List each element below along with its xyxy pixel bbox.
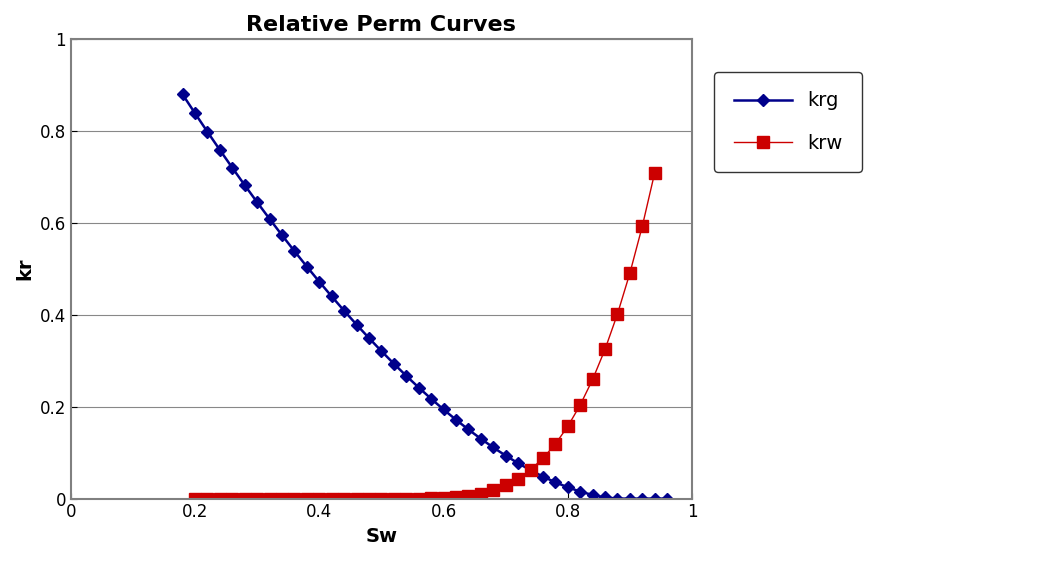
krw — [463, 493, 475, 499]
krg — [176, 91, 189, 98]
krw — [612, 311, 624, 318]
krg — [363, 335, 376, 342]
krg — [251, 199, 263, 206]
krw — [487, 487, 499, 494]
krw — [574, 402, 586, 408]
krg — [276, 232, 288, 238]
krg — [400, 373, 412, 379]
Line: krw: krw — [190, 167, 660, 504]
krg — [612, 495, 624, 502]
krg — [263, 215, 276, 222]
krg — [599, 494, 612, 501]
krg — [376, 348, 388, 355]
X-axis label: Sw: Sw — [365, 527, 398, 546]
krg — [661, 495, 673, 502]
krg — [623, 495, 636, 502]
Title: Relative Perm Curves: Relative Perm Curves — [247, 15, 516, 35]
krw — [474, 490, 487, 497]
krg — [561, 484, 574, 491]
Y-axis label: kr: kr — [15, 257, 34, 280]
krg — [474, 435, 487, 442]
krw — [201, 495, 214, 502]
krw — [238, 495, 251, 502]
krg — [301, 263, 314, 270]
krg — [574, 488, 586, 495]
krg — [201, 128, 214, 135]
krw — [387, 495, 400, 502]
krg — [288, 248, 301, 255]
krw — [586, 376, 599, 383]
krg — [524, 467, 537, 473]
krw — [301, 495, 314, 502]
krw — [251, 495, 263, 502]
krw — [189, 495, 201, 502]
krw — [561, 423, 574, 430]
krw — [325, 495, 338, 502]
krg — [648, 495, 661, 502]
krg — [437, 406, 450, 413]
krw — [599, 346, 612, 353]
krg — [549, 479, 561, 486]
krw — [288, 495, 301, 502]
krw — [226, 495, 238, 502]
krw — [437, 495, 450, 502]
krg — [537, 473, 550, 480]
Legend: krg, krw: krg, krw — [714, 72, 862, 172]
krg — [350, 321, 363, 328]
krg — [586, 491, 599, 498]
krg — [425, 396, 437, 402]
krw — [537, 455, 550, 462]
krg — [189, 110, 201, 117]
krg — [338, 307, 350, 314]
krw — [263, 495, 276, 502]
krg — [636, 495, 648, 502]
krw — [313, 495, 325, 502]
krw — [276, 495, 288, 502]
krg — [226, 164, 238, 171]
krw — [338, 495, 350, 502]
krg — [499, 452, 512, 459]
krg — [387, 360, 400, 367]
krw — [623, 270, 636, 277]
krw — [400, 495, 412, 502]
krg — [214, 146, 227, 153]
krw — [350, 495, 363, 502]
krg — [450, 416, 463, 423]
krw — [363, 495, 376, 502]
krw — [214, 495, 227, 502]
krg — [412, 384, 425, 391]
krg — [238, 182, 251, 188]
krg — [463, 426, 475, 433]
Line: krg: krg — [178, 90, 671, 503]
krg — [512, 460, 524, 467]
krw — [376, 495, 388, 502]
krg — [487, 444, 499, 451]
krw — [425, 495, 437, 502]
krg — [325, 293, 338, 300]
krg — [313, 278, 325, 285]
krw — [450, 494, 463, 501]
krw — [636, 223, 648, 229]
krw — [412, 495, 425, 502]
krw — [499, 482, 512, 489]
krw — [549, 440, 561, 447]
krw — [512, 475, 524, 482]
krw — [524, 466, 537, 473]
krw — [648, 169, 661, 176]
